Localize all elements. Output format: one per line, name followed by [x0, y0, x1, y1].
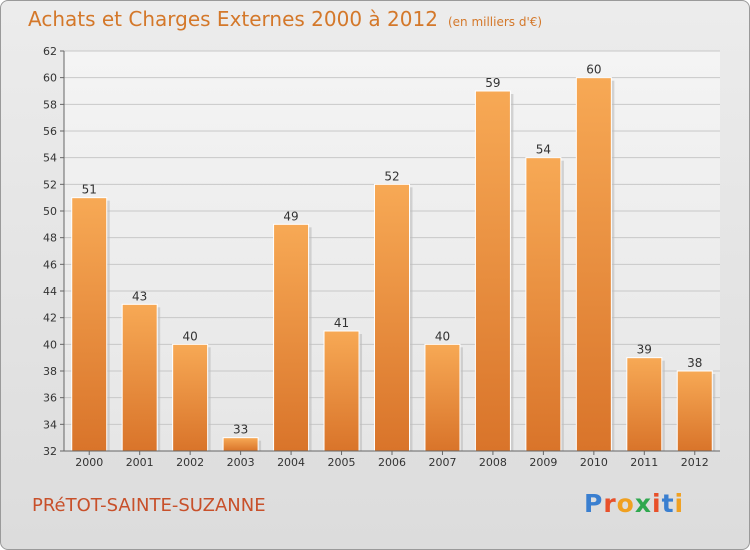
bar-value-label: 40 — [183, 329, 198, 343]
x-tick-label: 2001 — [126, 456, 154, 469]
bar-value-label: 33 — [233, 423, 248, 437]
bar-value-label: 52 — [384, 169, 399, 183]
y-tick-label: 48 — [43, 232, 57, 245]
bar — [474, 90, 511, 452]
bar — [121, 303, 158, 452]
y-tick-label: 58 — [43, 98, 57, 111]
bars: 51 43 40 33 49 41 52 40 59 54 60 39 38 — [71, 63, 716, 452]
chart-subtitle: (en milliers d'€) — [447, 15, 543, 29]
bar — [525, 157, 562, 452]
bar-value-label: 59 — [485, 76, 500, 90]
bar — [626, 357, 663, 452]
proxiti-logo: Proxiti — [584, 489, 684, 518]
y-tick-label: 60 — [43, 72, 57, 85]
chart-title-text: Achats et Charges Externes 2000 à 2012 — [28, 7, 438, 31]
bar-value-label: 43 — [132, 289, 147, 303]
bar-value-label: 38 — [687, 356, 702, 370]
y-tick-label: 54 — [43, 152, 57, 165]
y-tick-label: 36 — [43, 392, 57, 405]
logo-letter: o — [616, 489, 635, 518]
x-axis: 2000 2001 2002 2003 2004 2005 2006 2007 2008 2009… — [64, 450, 720, 469]
y-tick-label: 44 — [43, 285, 57, 298]
y-tick-label: 62 — [43, 45, 57, 58]
x-tick-label: 2002 — [176, 456, 204, 469]
logo-letter: i — [652, 489, 662, 518]
bar — [172, 343, 209, 452]
bar-value-label: 41 — [334, 316, 349, 330]
x-tick-label: 2010 — [580, 456, 608, 469]
x-tick-label: 2007 — [428, 456, 456, 469]
y-tick-label: 52 — [43, 178, 57, 191]
x-tick-label: 2000 — [75, 456, 103, 469]
bar — [676, 370, 713, 452]
y-axis: 32 34 36 38 40 42 44 46 48 50 52 54 56 58 60 62 — [43, 45, 65, 458]
bar — [424, 343, 461, 452]
bar-value-label: 49 — [283, 209, 298, 223]
y-tick-label: 56 — [43, 125, 57, 138]
logo-letter: x — [634, 489, 652, 518]
y-tick-label: 42 — [43, 312, 57, 325]
y-tick-label: 46 — [43, 258, 57, 271]
bar — [374, 183, 410, 452]
logo-letter: i — [674, 489, 685, 518]
bar — [273, 223, 310, 452]
commune-name: PRéTOT-SAINTE-SUZANNE — [32, 495, 266, 516]
x-tick-label: 2011 — [630, 456, 658, 469]
y-tick-label: 38 — [43, 365, 57, 378]
logo-letter: r — [603, 489, 617, 518]
bar-value-label: 39 — [637, 343, 652, 357]
x-tick-label: 2004 — [277, 456, 305, 469]
bar-value-label: 40 — [435, 329, 450, 343]
bar-value-label: 51 — [82, 183, 97, 197]
bar — [323, 330, 360, 452]
chart-title: Achats et Charges Externes 2000 à 2012 (e… — [28, 7, 542, 31]
y-tick-label: 34 — [43, 418, 57, 431]
y-tick-label: 40 — [43, 338, 57, 351]
x-tick-label: 2005 — [328, 456, 356, 469]
x-tick-label: 2012 — [681, 456, 709, 469]
bar-value-label: 54 — [536, 143, 551, 157]
bar — [222, 437, 259, 452]
x-tick-label: 2008 — [479, 456, 507, 469]
bar-value-label: 60 — [586, 63, 601, 77]
y-tick-label: 50 — [43, 205, 57, 218]
x-tick-label: 2009 — [529, 456, 557, 469]
x-tick-label: 2003 — [227, 456, 255, 469]
bar — [71, 197, 108, 452]
bar — [575, 77, 612, 452]
logo-letter: t — [661, 489, 675, 518]
x-tick-label: 2006 — [378, 456, 406, 469]
y-tick-label: 32 — [43, 445, 57, 458]
logo-letter: P — [584, 489, 604, 518]
